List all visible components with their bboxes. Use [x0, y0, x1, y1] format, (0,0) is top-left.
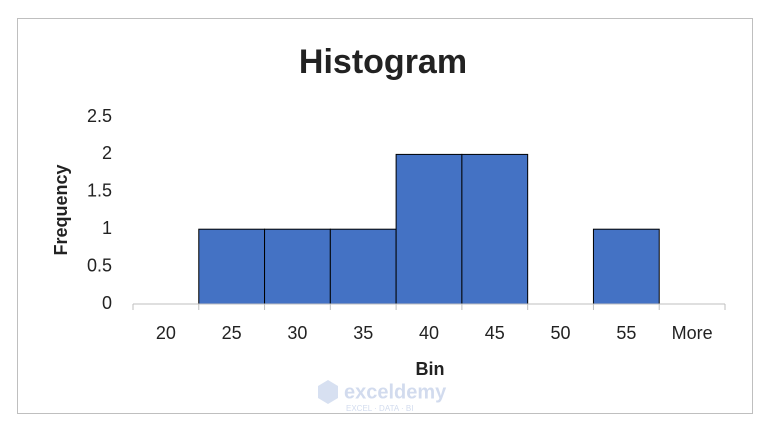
watermark-tagline: EXCEL · DATA · BI: [346, 404, 413, 413]
bar: [329, 228, 397, 305]
x-tick-label: 55: [616, 323, 636, 343]
x-axis-title: Bin: [416, 359, 445, 379]
x-tick-label: 20: [156, 323, 176, 343]
x-tick-label: 35: [353, 323, 373, 343]
y-axis-title: Frequency: [51, 164, 71, 255]
x-tick-label: 50: [551, 323, 571, 343]
x-tick-label: 40: [419, 323, 439, 343]
watermark-name: exceldemy: [344, 381, 447, 403]
y-tick-label: 1: [102, 218, 112, 238]
chart-title: Histogram: [299, 43, 467, 81]
y-tick-label: 0: [102, 293, 112, 313]
x-tick-label: 45: [485, 323, 505, 343]
bar: [198, 228, 266, 305]
bar: [592, 228, 660, 305]
x-tick-label: 30: [287, 323, 307, 343]
x-tick-label: More: [672, 323, 713, 343]
bar: [395, 153, 463, 305]
y-tick-label: 2.5: [87, 106, 112, 126]
y-tick-label: 2: [102, 143, 112, 163]
y-tick-label: 0.5: [87, 255, 112, 275]
bar: [461, 153, 529, 305]
y-tick-label: 1.5: [87, 181, 112, 201]
bar: [264, 228, 331, 305]
watermark-logo: [318, 380, 338, 404]
chart-border: [17, 18, 753, 414]
watermark: exceldemy EXCEL · DATA · BI: [318, 380, 447, 413]
x-tick-label: 25: [222, 323, 242, 343]
